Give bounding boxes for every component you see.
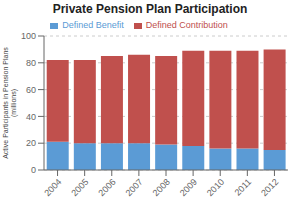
- svg-text:2005: 2005: [69, 177, 90, 198]
- svg-text:2004: 2004: [42, 177, 63, 198]
- svg-text:Active Participants in Pension: Active Participants in Pension Plans(mil…: [8, 47, 18, 159]
- svg-text:100: 100: [21, 31, 36, 41]
- svg-text:2012: 2012: [259, 177, 280, 198]
- svg-text:40: 40: [26, 112, 36, 122]
- svg-text:2007: 2007: [124, 177, 145, 198]
- svg-text:2011: 2011: [233, 177, 254, 198]
- svg-text:60: 60: [26, 85, 36, 95]
- html-text:Private Pension Plan Participa: Private Pension Plan Participation: [52, 2, 248, 16]
- html-text:Defined Benefit: Defined Benefit: [62, 20, 124, 30]
- svg-text:2006: 2006: [96, 177, 117, 198]
- svg-text:20: 20: [26, 138, 36, 148]
- svg-text:2010: 2010: [205, 177, 226, 198]
- svg-text:2009: 2009: [178, 177, 199, 198]
- svg-text:80: 80: [26, 58, 36, 68]
- svg-text:2008: 2008: [151, 177, 172, 198]
- svg-text:0: 0: [31, 165, 36, 175]
- html-text:Defined Contribution: Defined Contribution: [145, 20, 228, 30]
